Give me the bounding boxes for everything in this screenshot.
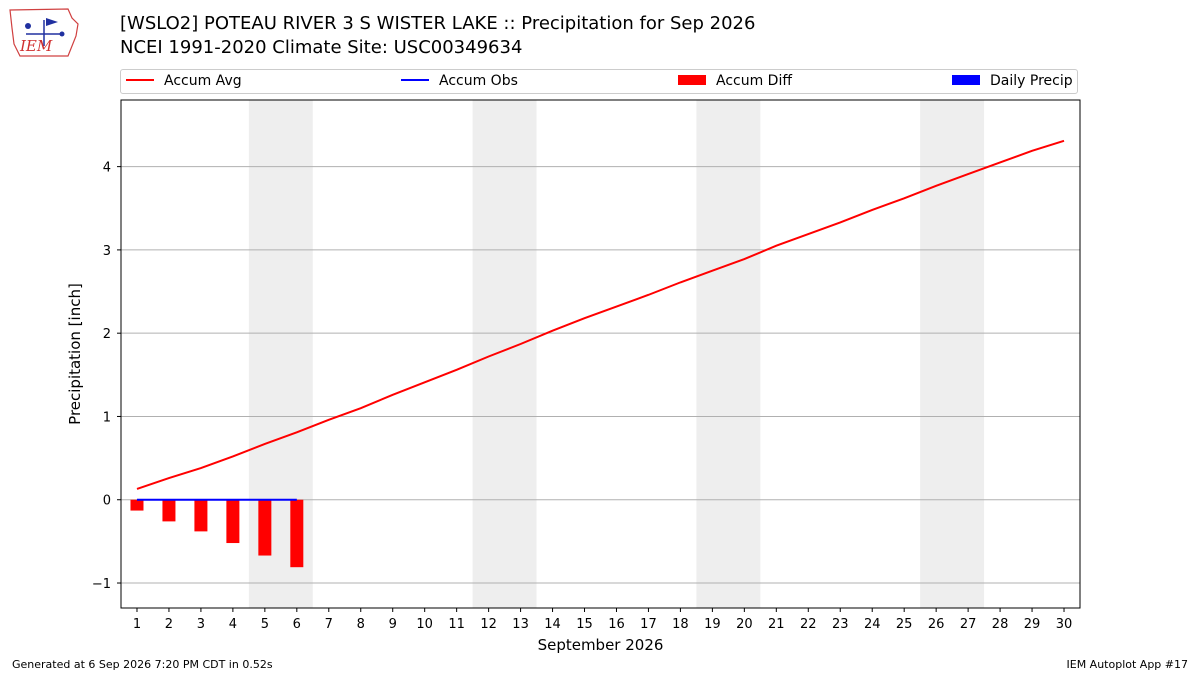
y-tick-label-1: 0 [103,494,111,509]
x-tick-label-3: 3 [197,617,205,632]
x-tick-label-21: 21 [768,617,785,632]
x-tick-label-28: 28 [992,617,1009,632]
x-tick-label-12: 12 [480,617,497,632]
x-tick-label-29: 29 [1024,617,1041,632]
y-tick-label-0: −1 [92,577,111,592]
x-tick-label-20: 20 [736,617,753,632]
legend: Accum Avg Accum Obs Accum Diff Daily Pre… [120,69,1078,94]
legend-item-accum-avg: Accum Avg [126,73,242,91]
accum-diff-bar-day-1 [130,499,144,511]
x-tick-label-4: 4 [229,617,237,632]
y-tick-label-3: 2 [103,327,111,342]
x-tick-label-1: 1 [133,617,141,632]
x-tick-label-2: 2 [165,617,173,632]
iem-logo: IEM [6,6,82,60]
legend-label-daily-precip: Daily Precip [990,73,1073,89]
y-tick-label-2: 1 [103,410,111,425]
accum-diff-bar-day-2 [162,499,176,522]
x-tick-label-22: 22 [800,617,817,632]
x-tick-label-27: 27 [960,617,977,632]
x-tick-label-9: 9 [389,617,397,632]
x-tick-label-7: 7 [325,617,333,632]
x-tick-label-30: 30 [1056,617,1073,632]
x-tick-label-24: 24 [864,617,881,632]
x-tick-label-11: 11 [448,617,465,632]
x-tick-label-16: 16 [608,617,625,632]
y-axis-label: Precipitation [inch] [66,283,84,425]
x-tick-label-14: 14 [544,617,561,632]
accum-diff-bar-day-6 [290,499,304,568]
legend-swatch-daily-precip [952,75,980,85]
footer-app: IEM Autoplot App #17 [1066,658,1189,671]
x-tick-label-18: 18 [672,617,689,632]
x-tick-label-5: 5 [261,617,269,632]
chart-subtitle: NCEI 1991-2020 Climate Site: USC00349634 [120,37,523,58]
legend-label-accum-diff: Accum Diff [716,73,793,89]
legend-label-accum-avg: Accum Avg [164,73,242,89]
weekend-band-4 [920,100,985,608]
legend-item-accum-obs: Accum Obs [401,73,518,91]
accum-diff-bar-day-5 [258,499,272,556]
x-tick-label-10: 10 [416,617,433,632]
weekend-band-3 [696,100,761,608]
legend-swatch-accum-diff [678,75,706,85]
y-tick-label-5: 4 [103,161,111,176]
weekend-band-2 [472,100,537,608]
legend-label-accum-obs: Accum Obs [439,73,518,89]
x-tick-label-23: 23 [832,617,849,632]
x-axis-label: September 2026 [538,636,664,654]
logo-text: IEM [19,37,53,55]
x-tick-label-15: 15 [576,617,593,632]
iem-logo-graphic: IEM [9,8,79,57]
accum-avg-line [136,139,1065,490]
legend-item-accum-diff: Accum Diff [678,73,792,91]
accum-diff-bar-day-3 [194,499,208,532]
plot-frame [120,99,1081,609]
x-tick-label-6: 6 [293,617,301,632]
legend-swatch-accum-obs [401,79,429,81]
x-tick-label-13: 13 [512,617,529,632]
x-tick-label-17: 17 [640,617,657,632]
accum-diff-bar-day-4 [226,499,240,544]
legend-item-daily-precip: Daily Precip [952,73,1073,91]
x-tick-label-25: 25 [896,617,913,632]
x-tick-label-19: 19 [704,617,721,632]
legend-swatch-accum-avg [126,79,154,81]
footer-generated: Generated at 6 Sep 2026 7:20 PM CDT in 0… [12,658,273,671]
x-tick-label-8: 8 [357,617,365,632]
y-tick-label-4: 3 [103,244,111,259]
x-tick-label-26: 26 [928,617,945,632]
chart-title: [WSLO2] POTEAU RIVER 3 S WISTER LAKE :: … [120,13,756,34]
